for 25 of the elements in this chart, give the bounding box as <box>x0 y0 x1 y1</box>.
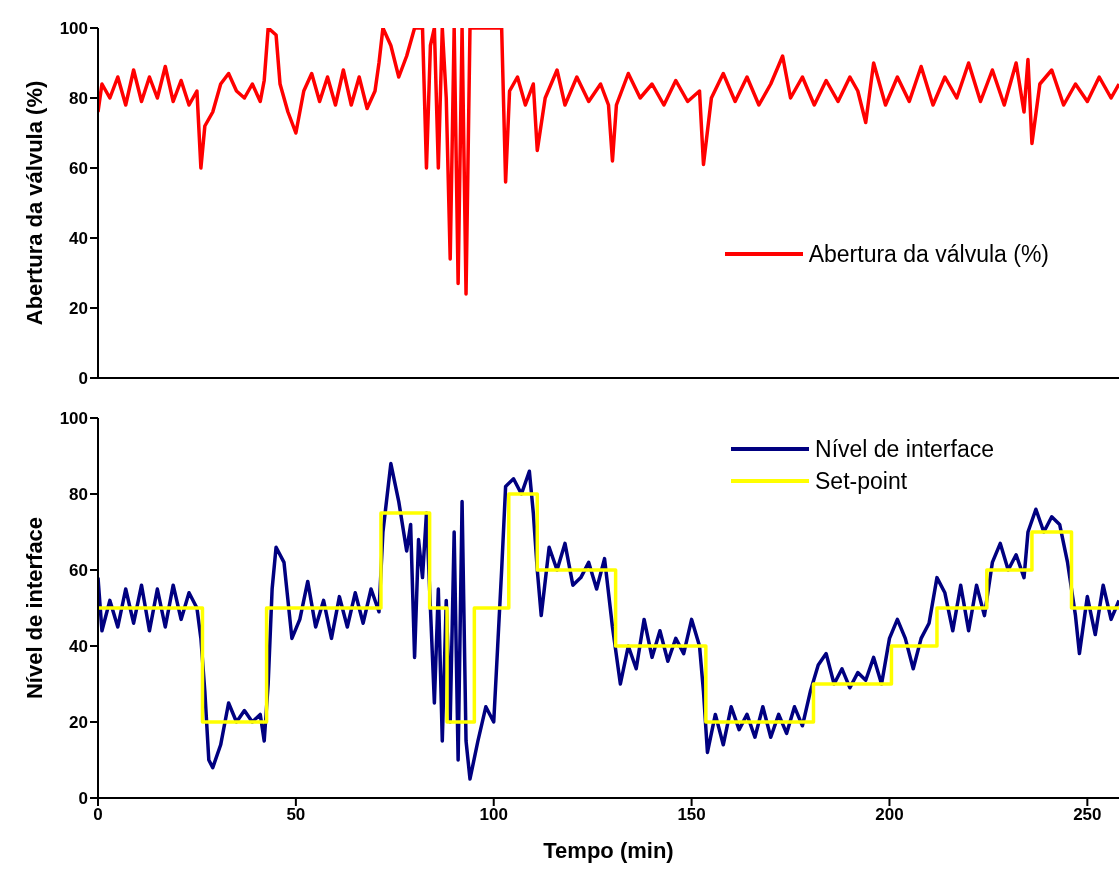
y-tick-label: 0 <box>78 369 88 389</box>
y-tick-label: 100 <box>59 409 88 429</box>
x-axis-title: Tempo (min) <box>543 838 674 863</box>
y-tick-label: 0 <box>78 789 88 809</box>
line-series <box>98 28 1119 296</box>
y-axis-title: Nível de interface <box>21 516 47 700</box>
x-tick-label: 50 <box>286 805 306 825</box>
legend-label: Abertura da válvula (%) <box>808 240 1049 268</box>
y-axis-title: Abertura da válvula (%) <box>21 80 47 326</box>
x-tick-label: 0 <box>93 805 103 825</box>
legend-label: Set-point <box>815 467 908 495</box>
y-tick-label: 40 <box>69 229 88 249</box>
x-tick-label: 150 <box>677 805 706 825</box>
y-tick-label: 20 <box>69 299 88 319</box>
y-tick-label: 20 <box>69 713 88 733</box>
x-tick-label: 200 <box>875 805 904 825</box>
y-tick-label: 60 <box>69 561 88 581</box>
y-tick-label: 80 <box>69 89 88 109</box>
legend-label: Nível de interface <box>815 435 994 463</box>
x-tick-label: 250 <box>1073 805 1102 825</box>
y-tick-label: 40 <box>69 637 88 657</box>
y-tick-label: 80 <box>69 485 88 505</box>
y-tick-label: 60 <box>69 159 88 179</box>
y-tick-label: 100 <box>59 19 88 39</box>
x-tick-label: 100 <box>479 805 508 825</box>
